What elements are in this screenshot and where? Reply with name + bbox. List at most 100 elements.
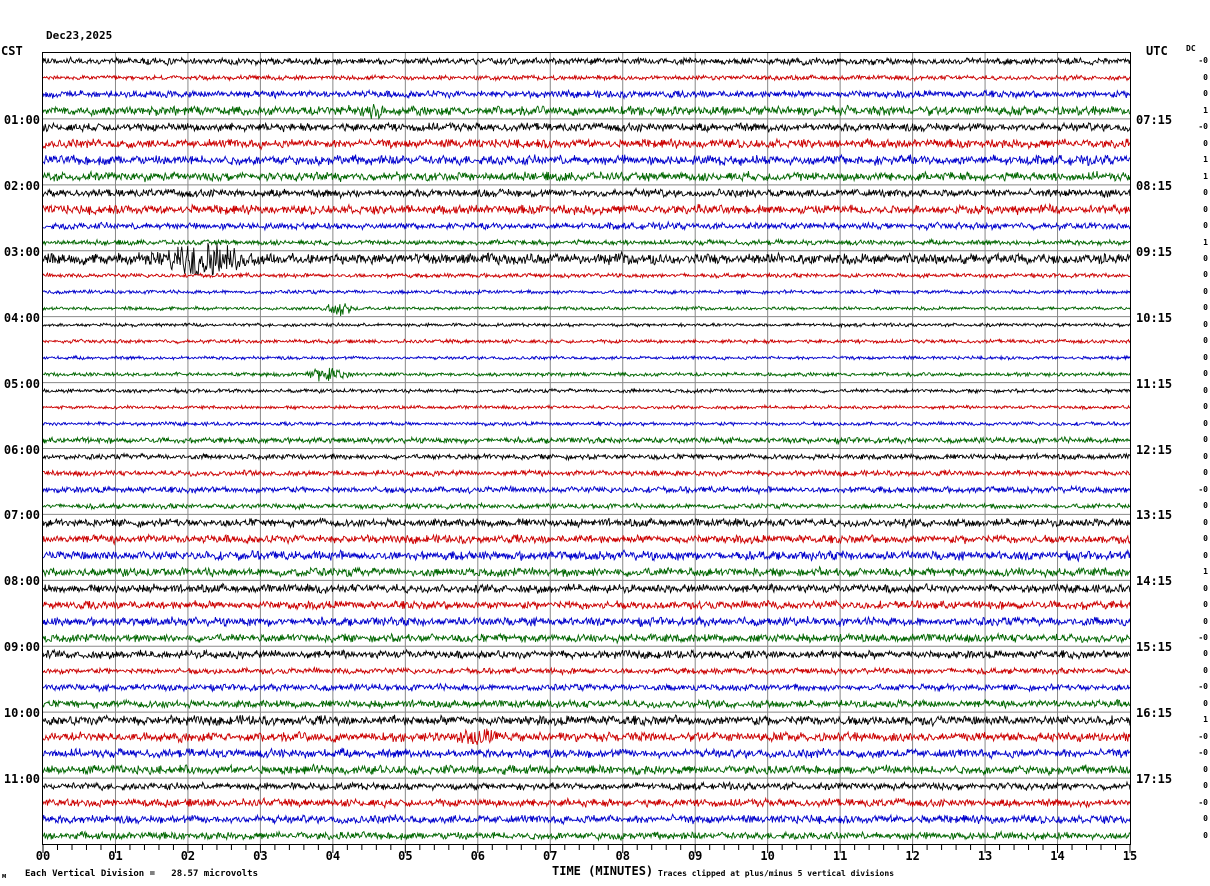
- dc-value: 0: [1203, 583, 1208, 593]
- trace-line: [43, 648, 1130, 661]
- seismogram-traces: [43, 53, 1130, 844]
- dc-value: 0: [1203, 221, 1208, 231]
- scale-note: Each Vertical Division = 28.57 microvolt…: [25, 869, 258, 879]
- trace-line: [43, 73, 1130, 82]
- dc-value: 0: [1203, 616, 1208, 626]
- dc-value: -0: [1198, 122, 1208, 132]
- dc-value: 1: [1203, 171, 1208, 181]
- trace-line: [43, 303, 1130, 317]
- cst-hour-label: 01:00: [3, 112, 40, 127]
- utc-hour-label: 16:15: [1136, 706, 1173, 721]
- utc-hour-label: 09:15: [1136, 244, 1173, 259]
- cst-hour-label: 03:00: [3, 244, 40, 259]
- x-tick-label: 15: [1122, 849, 1138, 863]
- trace-line: [43, 501, 1130, 511]
- x-tick-label: 09: [687, 849, 703, 863]
- trace-line: [43, 271, 1130, 280]
- x-tick-label: 01: [108, 849, 123, 863]
- dc-value: 1: [1203, 567, 1208, 577]
- cst-hour-label: 02:00: [3, 178, 40, 193]
- utc-axis-label: UTC: [1146, 44, 1168, 58]
- trace-line: [43, 682, 1130, 693]
- utc-hour-label: 15:15: [1136, 640, 1173, 655]
- dc-value: 0: [1203, 764, 1208, 774]
- trace-line: [43, 747, 1130, 760]
- trace-line: [43, 468, 1130, 479]
- dc-value: 1: [1203, 237, 1208, 247]
- dc-value: 0: [1203, 418, 1208, 428]
- dc-value: 0: [1203, 781, 1208, 791]
- utc-hour-label: 10:15: [1136, 310, 1173, 325]
- x-tick-label: 00: [35, 849, 51, 863]
- dc-value: 0: [1203, 319, 1208, 329]
- x-tick-label: 13: [977, 849, 993, 863]
- utc-hour-label: 14:15: [1136, 574, 1173, 589]
- dc-value: 0: [1203, 501, 1208, 511]
- dc-value: 0: [1203, 89, 1208, 99]
- trace-line: [43, 484, 1130, 496]
- x-tick-label: 02: [180, 849, 196, 863]
- trace-line: [43, 615, 1130, 628]
- utc-hour-label: 12:15: [1136, 442, 1173, 457]
- dc-value: -0: [1198, 682, 1208, 692]
- trace-line: [43, 169, 1130, 183]
- trace-line: [43, 796, 1130, 810]
- trace-line: [43, 237, 1130, 247]
- dc-value: 0: [1203, 336, 1208, 346]
- trace-line: [43, 598, 1130, 611]
- trace-line: [43, 386, 1130, 395]
- trace-line: [43, 780, 1130, 792]
- trace-line: [43, 354, 1130, 361]
- dc-value: 0: [1203, 698, 1208, 708]
- dc-value: 0: [1203, 665, 1208, 675]
- dc-value: 0: [1203, 188, 1208, 198]
- dc-value: -0: [1198, 731, 1208, 741]
- trace-line: [43, 714, 1130, 728]
- utc-hour-label: 07:15: [1136, 112, 1173, 127]
- cst-hour-label: 08:00: [3, 574, 40, 589]
- dc-column-header: DC: [1186, 44, 1196, 53]
- utc-hour-label: 13:15: [1136, 508, 1173, 523]
- dc-value: 0: [1203, 517, 1208, 527]
- trace-line: [43, 728, 1130, 745]
- trace-line: [43, 533, 1130, 546]
- trace-line: [43, 665, 1130, 677]
- utc-hour-label: 11:15: [1136, 376, 1173, 391]
- trace-line: [43, 88, 1130, 100]
- x-tick-label: 11: [832, 849, 848, 863]
- dc-value: 0: [1203, 286, 1208, 296]
- trace-line: [43, 55, 1130, 67]
- cst-hour-label: 10:00: [3, 706, 40, 721]
- dc-value: 0: [1203, 253, 1208, 263]
- dc-value: -0: [1198, 484, 1208, 494]
- corner-mark: м: [2, 872, 7, 880]
- trace-line: [43, 435, 1130, 446]
- dc-value: 0: [1203, 600, 1208, 610]
- clip-note: Traces clipped at plus/minus 5 vertical …: [658, 869, 895, 878]
- trace-line: [43, 403, 1130, 411]
- trace-line: [43, 420, 1130, 428]
- trace-line: [43, 321, 1130, 329]
- trace-line: [43, 288, 1130, 296]
- trace-line: [43, 103, 1130, 120]
- seismogram-plot-area[interactable]: [42, 52, 1131, 845]
- dc-value: -0: [1198, 797, 1208, 807]
- x-tick-label: 14: [1050, 849, 1065, 863]
- trace-line: [43, 698, 1130, 710]
- trace-line: [43, 121, 1130, 134]
- dc-value: -0: [1198, 633, 1208, 642]
- x-tick-label: 08: [615, 849, 630, 863]
- trace-line: [43, 548, 1130, 563]
- dc-value: 0: [1203, 830, 1208, 840]
- trace-line: [43, 337, 1130, 345]
- trace-line: [43, 367, 1130, 382]
- dc-value: 1: [1203, 155, 1208, 165]
- trace-line: [43, 582, 1130, 595]
- trace-line: [43, 187, 1130, 200]
- x-tick-label: 04: [325, 849, 341, 863]
- dc-value: 0: [1203, 369, 1208, 379]
- utc-hour-label: 08:15: [1136, 178, 1173, 193]
- dc-value: 0: [1203, 72, 1208, 82]
- x-tick-label: 06: [470, 849, 486, 863]
